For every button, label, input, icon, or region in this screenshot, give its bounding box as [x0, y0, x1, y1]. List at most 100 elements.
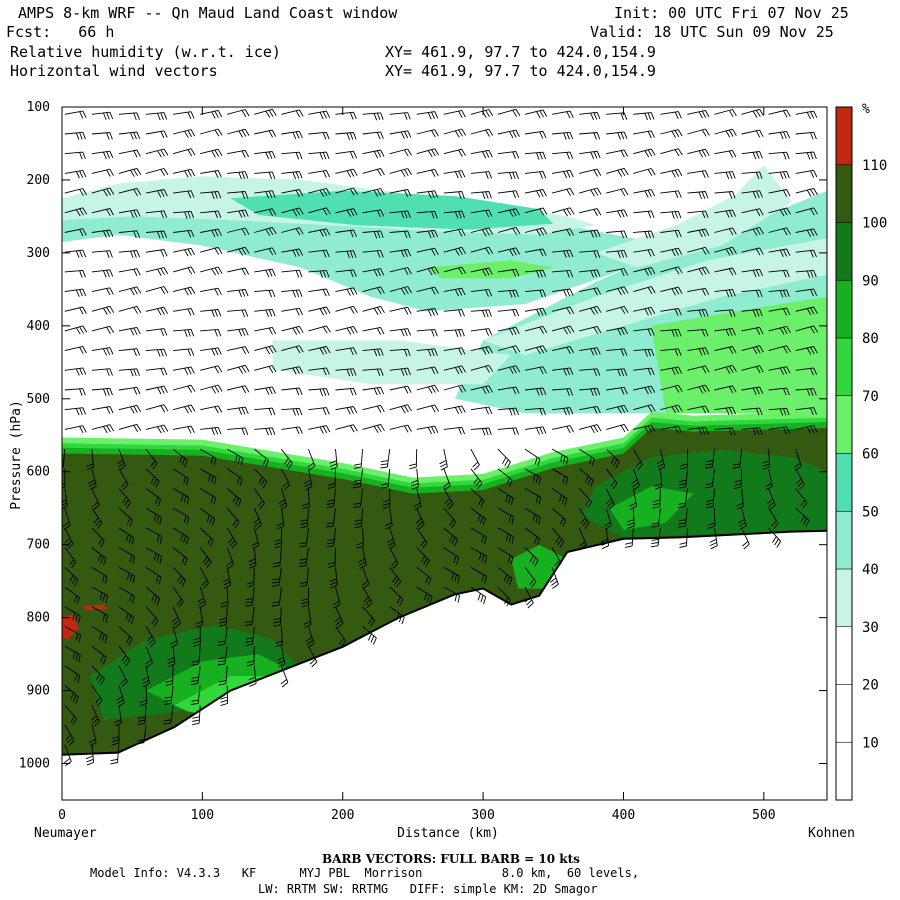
right-lower-pocket-core: [609, 486, 694, 531]
wind-barb: [281, 171, 303, 180]
wind-barb: [732, 449, 743, 469]
wind-barb: [705, 468, 715, 489]
wind-barb: [443, 405, 466, 415]
wind-barb: [795, 325, 819, 334]
wind-barb: [470, 507, 486, 526]
wind-barb: [64, 665, 81, 683]
wind-barb: [254, 268, 276, 278]
wind-barb: [308, 346, 331, 355]
wind-barb: [253, 488, 265, 510]
wind-barb: [164, 685, 174, 706]
wind-barb: [497, 527, 515, 544]
wind-barb: [308, 188, 331, 197]
wind-barb: [308, 306, 331, 316]
wind-barb: [118, 423, 142, 432]
wind-barb: [145, 547, 163, 564]
wind-barb: [145, 230, 168, 239]
wind-barb: [362, 326, 385, 335]
wind-barb: [118, 250, 141, 259]
wind-barb: [633, 348, 655, 357]
wind-barb: [606, 268, 628, 276]
wind-barb: [91, 626, 108, 644]
wind-barb: [199, 488, 217, 505]
wind-barb: [606, 112, 628, 121]
wind-barb: [768, 407, 790, 416]
wind-barb: [199, 448, 217, 466]
wind-barb: [795, 169, 818, 178]
wind-barb: [114, 705, 122, 727]
wind-barb: [497, 171, 519, 180]
colorbar-swatch: [836, 453, 852, 512]
wind-barb: [389, 286, 412, 296]
wind-barb: [165, 665, 174, 687]
wind-barb: [145, 249, 168, 257]
wind-barb: [470, 488, 485, 508]
wind-barb: [714, 171, 736, 180]
wind-barb: [227, 149, 250, 158]
wind-barb: [497, 427, 520, 436]
wind-barb: [219, 606, 228, 627]
wind-barb: [768, 366, 791, 375]
wind-barb: [524, 488, 542, 505]
wind-barb: [687, 246, 710, 255]
wind-barb: [334, 606, 344, 629]
wind-barb: [308, 425, 331, 434]
wind-barb: [795, 468, 805, 491]
wind-barb: [326, 527, 336, 548]
wind-barb: [714, 149, 737, 158]
wind-barb: [353, 468, 364, 489]
wind-barb: [497, 448, 511, 469]
wind-barb: [579, 368, 601, 377]
wind-barb: [173, 247, 195, 257]
wind-barb: [660, 308, 682, 316]
wind-barb: [335, 208, 358, 217]
wind-barb: [389, 189, 412, 198]
wind-barb: [248, 547, 257, 569]
wind-barb: [91, 406, 114, 414]
wind-barb: [172, 488, 190, 505]
wind-barb: [497, 151, 520, 159]
wind-barb: [497, 190, 520, 199]
wind-barb: [656, 448, 666, 471]
wind-barb: [470, 171, 493, 179]
wind-barb: [254, 171, 276, 180]
wind-barb: [64, 547, 77, 568]
wind-barb: [552, 367, 574, 376]
wind-barb: [497, 308, 520, 317]
wind-barb: [633, 367, 655, 376]
wind-barb: [470, 566, 487, 584]
wind-barb: [705, 488, 715, 509]
wind-barb: [118, 527, 135, 545]
wind-barb: [443, 266, 467, 275]
wind-barb: [281, 407, 303, 416]
wind-barb: [633, 130, 655, 139]
wind-barb: [335, 305, 358, 314]
wind-barb: [795, 388, 817, 397]
wind-barb: [524, 345, 548, 355]
wind-barb: [327, 468, 336, 490]
colorbar-label: 20: [862, 678, 879, 694]
wind-barb: [91, 250, 113, 258]
wind-barb: [687, 170, 709, 178]
wind-barb: [605, 448, 620, 469]
wind-barb: [714, 385, 737, 394]
colorbar-label: 50: [862, 504, 879, 520]
wind-barb: [579, 208, 602, 217]
wind-barb: [91, 645, 107, 665]
wind-barb: [714, 246, 737, 256]
colorbar-label: 30: [862, 620, 879, 636]
wind-barb: [443, 128, 467, 138]
wind-barb: [254, 386, 276, 395]
wind-barb: [91, 527, 105, 548]
wind-barb: [217, 646, 228, 666]
wind-barb: [227, 328, 249, 337]
wind-barb: [91, 547, 107, 566]
xy-range-1: XY= 461.9, 97.7 to 424.0,154.9: [385, 43, 656, 61]
wind-barb: [768, 170, 790, 180]
xy-range-2: XY= 461.9, 97.7 to 424.0,154.9: [385, 62, 656, 80]
wind-barb: [200, 384, 223, 394]
wind-barb: [443, 586, 461, 603]
wind-barb: [64, 388, 86, 396]
y-tick-label: 200: [27, 173, 50, 188]
wind-barb: [768, 345, 791, 354]
